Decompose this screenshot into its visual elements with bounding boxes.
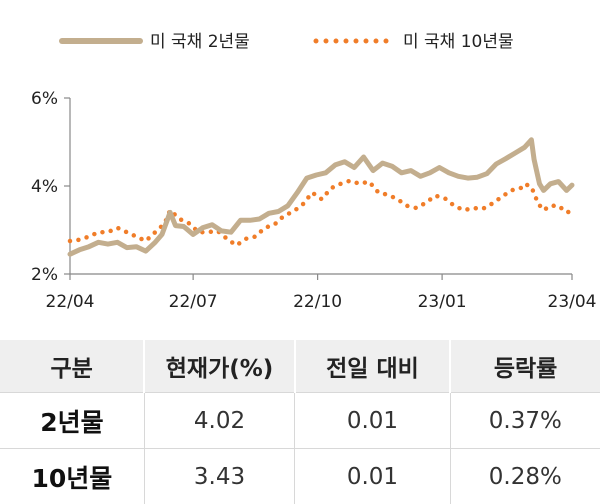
current-value-cell: 4.02 (144, 392, 296, 449)
row-label: 10년물 (0, 448, 145, 504)
series-line-10y (67, 178, 575, 248)
table-row: 2년물 4.02 0.01 0.37% (0, 392, 600, 449)
x-tick-label: 22/07 (169, 292, 218, 312)
header-daily-change: 전일 대비 (294, 340, 452, 393)
daily-change-cell: 0.01 (294, 392, 451, 449)
change-rate-cell: 0.37% (450, 392, 600, 449)
row-label: 2년물 (0, 392, 145, 449)
header-current-value: 현재가(%) (144, 340, 296, 393)
x-tick-label: 23/04 (548, 292, 597, 312)
y-tick-label: 2% (31, 265, 58, 285)
current-value-cell: 3.43 (144, 448, 296, 504)
table-header-row: 구분 현재가(%) 전일 대비 등락률 (0, 340, 600, 393)
series-layer (67, 137, 575, 257)
yield-line-chart: 미 국채 2년물 미 국채 10년물 2% 4% 6% 22/04 22/07 22/10… (31, 32, 596, 312)
daily-change-cell: 0.01 (294, 448, 451, 504)
series-line-2y (67, 137, 575, 257)
x-tick-label: 23/01 (418, 292, 467, 312)
change-rate-cell: 0.28% (450, 448, 600, 504)
axes: 2% 4% 6% 22/04 22/07 22/10 23/01 23/04 (31, 89, 596, 312)
y-tick-label: 6% (31, 89, 58, 109)
x-tick-label: 22/10 (293, 292, 342, 312)
x-tick-label: 22/04 (46, 292, 95, 312)
legend-label-10y: 미 국채 10년물 (403, 32, 514, 52)
legend: 미 국채 2년물 미 국채 10년물 (59, 32, 514, 52)
y-tick-label: 4% (31, 177, 58, 197)
header-change-rate: 등락률 (450, 340, 600, 393)
table-row: 10년물 3.43 0.01 0.28% (0, 448, 600, 504)
legend-label-2y: 미 국채 2년물 (150, 32, 250, 52)
yield-summary-table: 구분 현재가(%) 전일 대비 등락률 2년물 4.02 0.01 0.37% … (0, 340, 600, 504)
header-category: 구분 (0, 340, 146, 393)
